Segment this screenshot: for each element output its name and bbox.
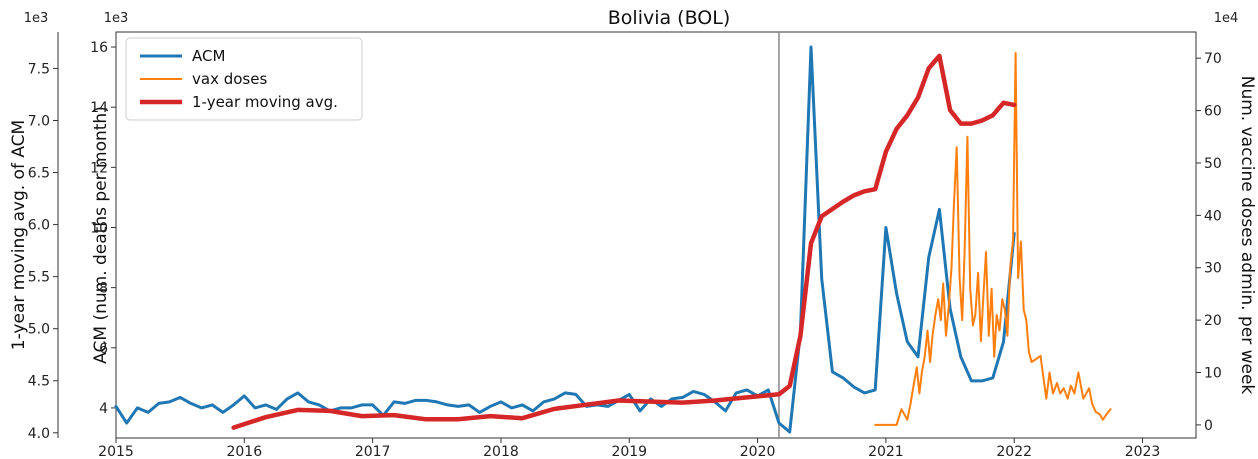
right-y-tick-label: 20 [1204,313,1222,329]
inner-y-tick-label: 8 [99,281,108,297]
x-tick-label: 2023 [1125,444,1161,459]
inner-y-tick-label: 14 [90,100,108,116]
chart-title: Bolivia (BOL) [608,7,731,29]
legend-label-moving-avg: 1-year moving avg. [192,93,338,111]
right-y-tick-label: 60 [1204,104,1222,120]
inner-y-tick-label: 10 [90,220,108,236]
legend-box [125,37,363,121]
plot-frame [115,31,1197,439]
outer-y-tick-label: 7.0 [28,113,50,129]
outer-y-tick-label: 6.0 [28,218,50,234]
moving-avg-series-line [231,53,1017,430]
right-y-tick-label: 0 [1204,418,1213,434]
x-tick-label: 2016 [226,444,262,459]
x-tick-label: 2019 [611,444,647,459]
right-y-tick-label: 30 [1204,261,1222,277]
right-y-tick-label: 70 [1204,51,1222,67]
x-tick-label: 2021 [868,444,904,459]
x-tick-label: 2015 [98,444,134,459]
x-tick-label: 2022 [996,444,1032,459]
series-layer [114,45,1112,434]
axes-layer: 2015 2016 2017 2018 2019 2020 2021 2022 20234.04… [28,32,1222,459]
inner-y-tick-label: 12 [90,160,108,176]
outer-y-tick-label: 5.0 [28,322,50,338]
outer-axis-title: 1-year moving avg. of ACM [9,120,29,350]
acm-series-line [114,45,1016,434]
legend-label-acm: ACM [192,47,225,65]
inner-y-tick-label: 6 [99,341,108,357]
inner-axis-exponent: 1e3 [104,11,129,26]
right-y-tick-label: 50 [1204,156,1222,172]
outer-axis-exponent: 1e3 [24,11,49,26]
outer-y-tick-label: 7.5 [28,61,50,77]
inner-axis-title: ACM (num. deaths per month) [91,106,111,364]
x-tick-label: 2020 [740,444,776,459]
outer-y-tick-label: 4.5 [28,374,50,390]
outer-y-tick-label: 6.5 [28,166,50,182]
inner-y-tick-label: 4 [99,401,108,417]
right-y-tick-label: 10 [1204,366,1222,382]
x-tick-label: 2018 [483,444,519,459]
inner-y-tick-label: 16 [90,40,108,56]
right-y-tick-label: 40 [1204,208,1222,224]
vax-doses-series-line [874,52,1112,426]
outer-y-tick-label: 5.5 [28,270,50,286]
right-axis-exponent: 1e4 [1214,11,1239,26]
outer-y-tick-label: 4.0 [28,426,50,442]
legend-label-vax: vax doses [192,70,267,88]
right-axis-title: Num. vaccine doses admin. per week [1237,76,1257,395]
legend: ACM vax doses 1-year moving avg. [125,37,363,121]
x-tick-label: 2017 [355,444,391,459]
